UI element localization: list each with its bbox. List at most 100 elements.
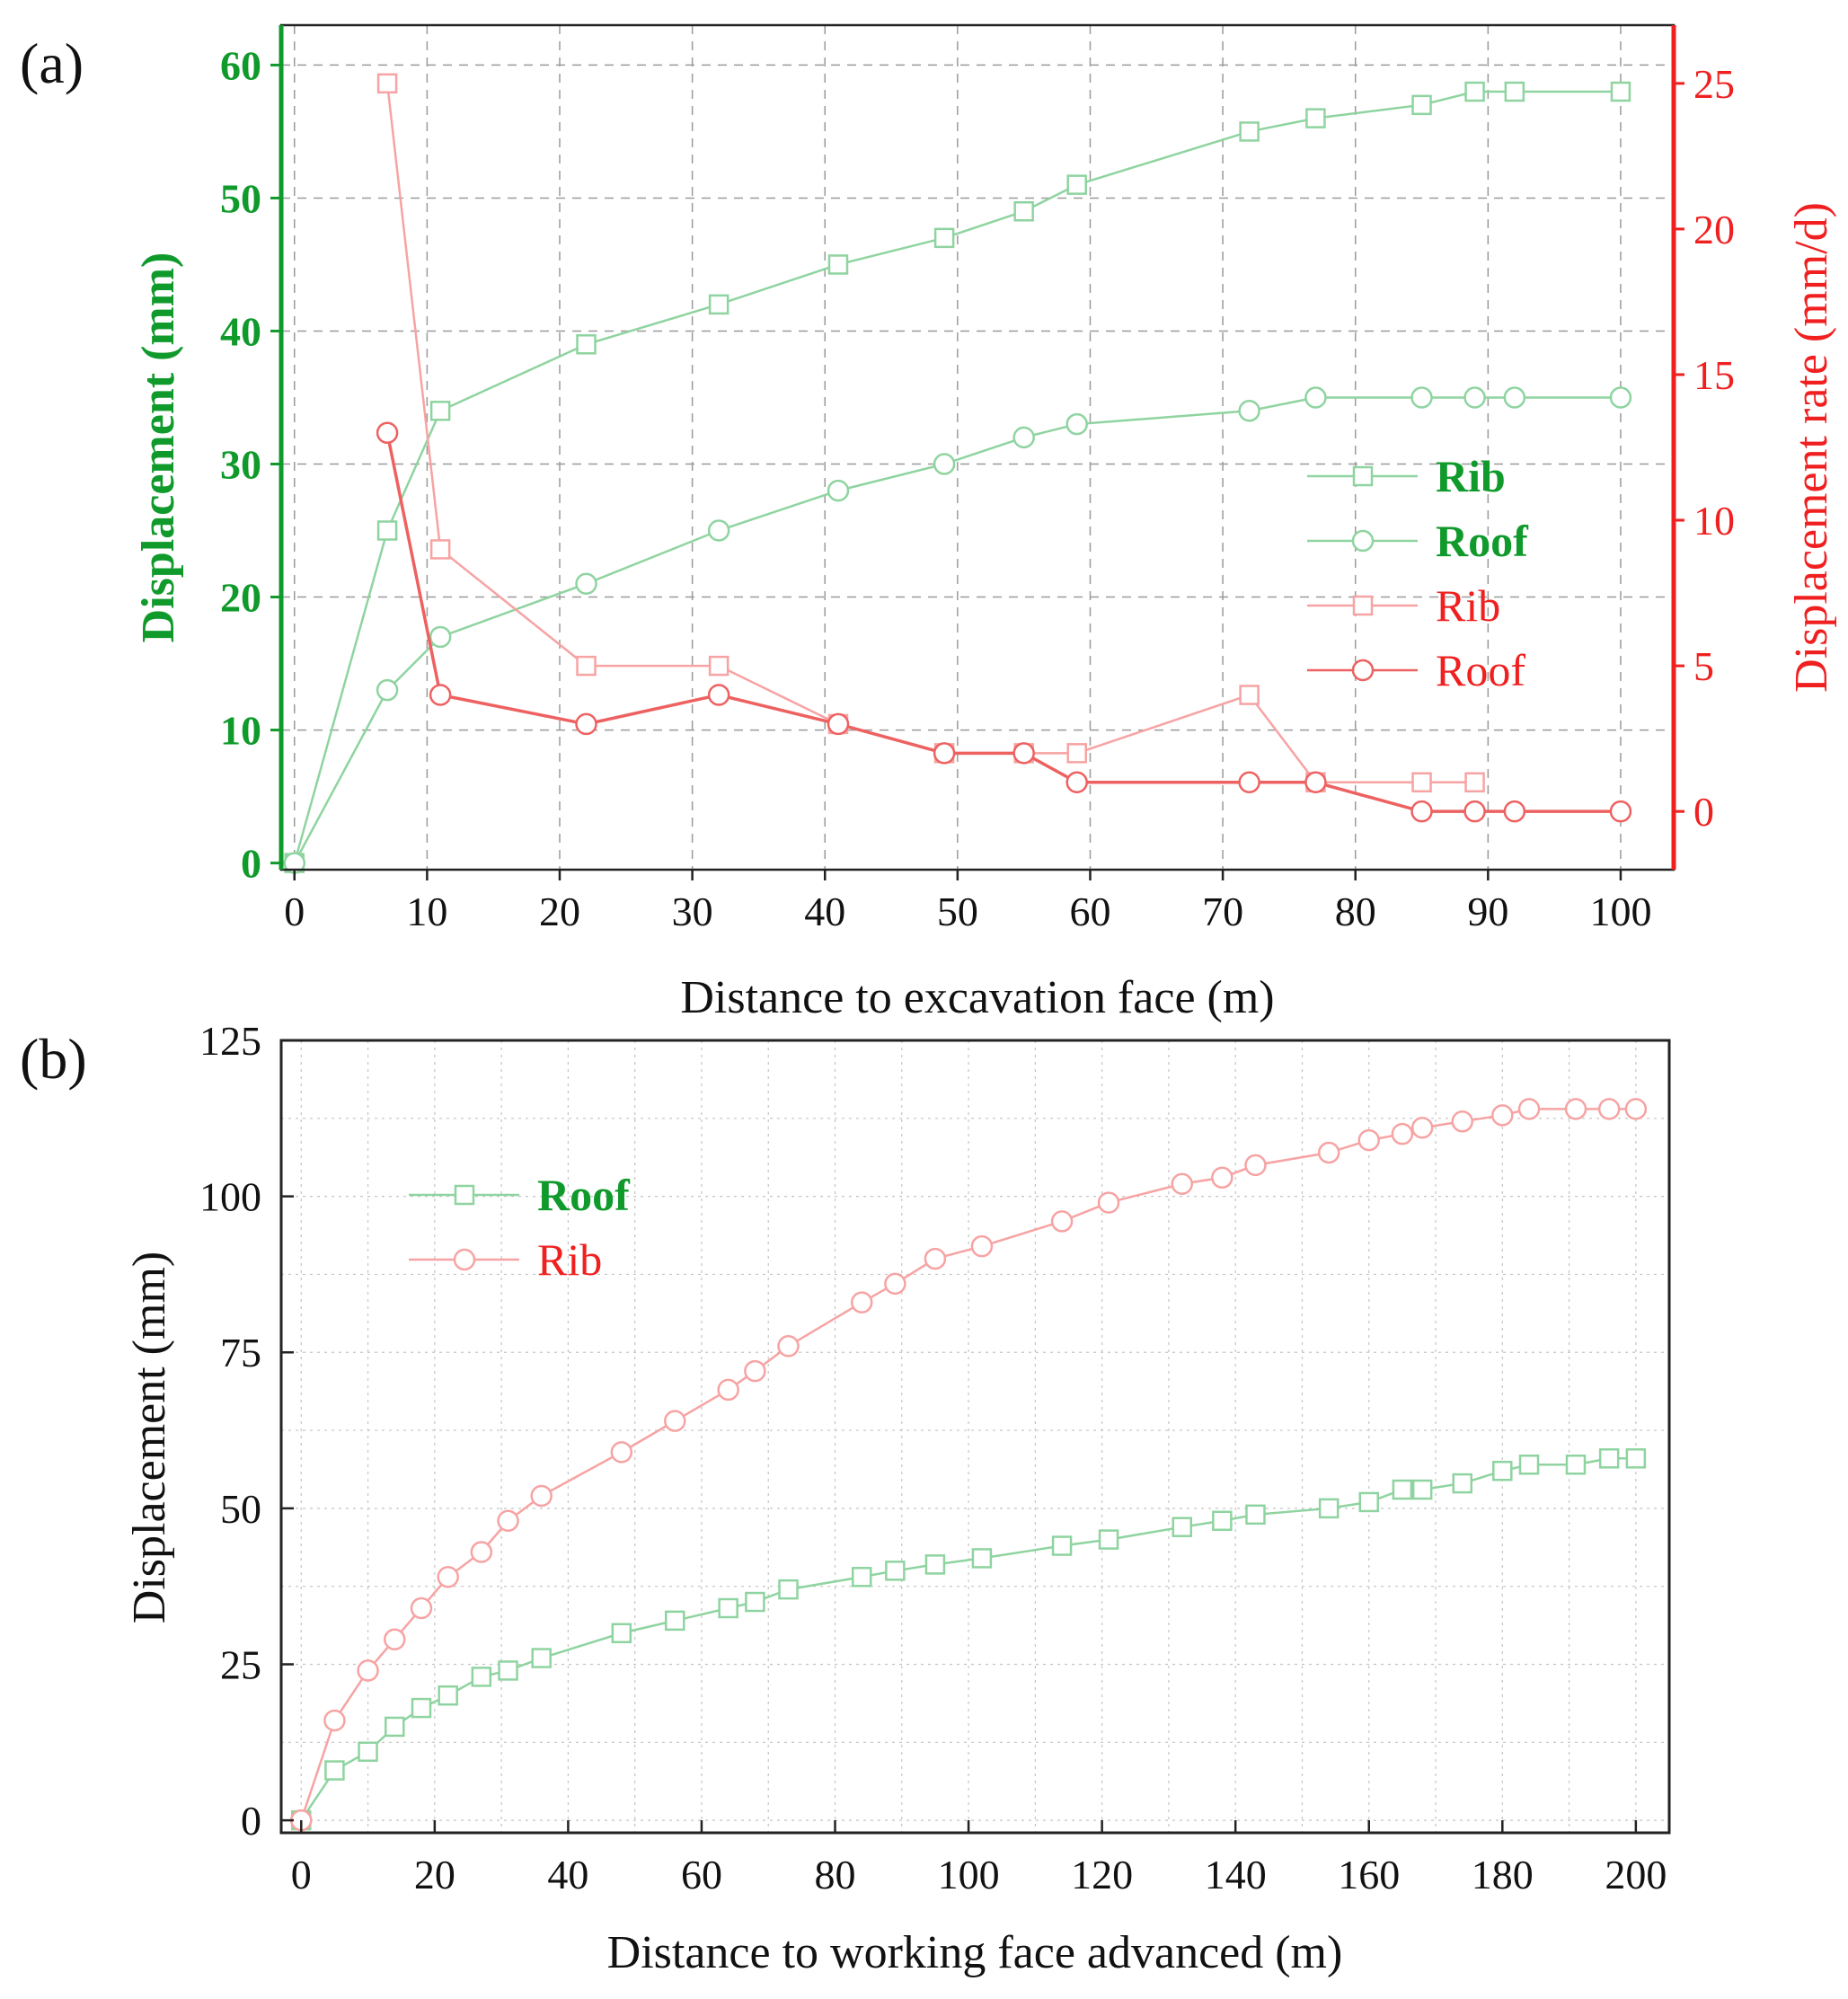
chart-a-y-tick-label: 40: [220, 308, 261, 354]
chart-b-point-1: [1097, 1191, 1120, 1214]
chart-a-point-3: [1410, 800, 1433, 823]
chart-a-point-0: [933, 227, 955, 249]
chart-b-y-tick-label: 0: [241, 1798, 261, 1844]
chart-a-x-axis-label: Distance to excavation face (m): [680, 972, 1274, 1023]
chart-b-point-1: [497, 1509, 519, 1533]
chart-b-point-0: [924, 1554, 946, 1575]
chart-b-point-1: [663, 1410, 686, 1432]
chart-a-point-3: [707, 684, 730, 706]
chart-a-point-3: [1609, 800, 1632, 823]
chart-a-point-0: [429, 401, 451, 421]
chart-a-y2-tick-label: 20: [1693, 207, 1735, 252]
chart-a-point-1: [429, 625, 452, 649]
chart-b-point-1: [323, 1709, 346, 1732]
chart-b-point-0: [1492, 1460, 1513, 1482]
chart-a-y-tick-label: 30: [220, 442, 261, 488]
chart-a-legend-marker-3: [1351, 659, 1375, 682]
chart-a-legend-marker-2: [1352, 595, 1374, 616]
chart-b-x-tick-label: 180: [1472, 1852, 1534, 1897]
chart-b-point-0: [438, 1685, 458, 1706]
chart-b-point-0: [851, 1567, 872, 1588]
chart-b-point-0: [1172, 1517, 1193, 1537]
chart-a-x-tick-label: 30: [672, 889, 713, 934]
chart-b-point-0: [1452, 1473, 1472, 1494]
chart-a-displacement-vs-excavation-distance: 0 10 20 30 40 50 60 70 80 90 100 0 10 20 30 40 50 60 0 5 10 1…: [133, 23, 1837, 1023]
chart-b-x-tick-label: 160: [1338, 1852, 1400, 1897]
chart-a-point-3: [1463, 800, 1486, 823]
chart-b-point-1: [1391, 1122, 1414, 1145]
chart-a-point-3: [1304, 771, 1327, 794]
chart-b-point-0: [1212, 1510, 1233, 1532]
chart-b-y-tick-label: 50: [220, 1486, 261, 1532]
chart-a-y2-tick-label: 10: [1693, 498, 1735, 544]
chart-a-point-3: [1065, 771, 1088, 794]
chart-a-point-3: [376, 421, 399, 445]
chart-a-x-tick-label: 0: [284, 889, 305, 934]
chart-a-point-3: [575, 712, 597, 736]
chart-b-point-1: [1517, 1098, 1541, 1120]
chart-a-y-tick-label: 10: [220, 708, 261, 754]
panel-a-label: (a): [20, 31, 84, 95]
chart-b-x-tick-label: 60: [681, 1852, 722, 1897]
chart-a-plot-frame: [279, 23, 1676, 871]
chart-b-x-tick-label: 0: [291, 1852, 312, 1897]
chart-a-point-0: [827, 254, 849, 275]
chart-a-point-3: [429, 684, 452, 706]
chart-a-point-3: [1503, 800, 1526, 823]
chart-a-y-axis-label: Displacement (mm): [133, 252, 184, 643]
chart-b-point-0: [385, 1716, 405, 1738]
chart-a-x-tick-label: 100: [1589, 889, 1651, 934]
chart-b-displacement-vs-working-face-distance: 0 20 40 60 80 100 120 140 160 180 200 0 25 50 75 100 125…: [124, 1018, 1671, 1978]
chart-b-point-0: [1098, 1529, 1119, 1550]
chart-a-tick-layer: 0 10 20 30 40 50 60 70 80 90 100 0 10 20 30 40 50 60 0 5 10 1…: [220, 42, 1735, 934]
chart-a-point-1: [707, 519, 730, 542]
chart-b-point-1: [970, 1234, 994, 1258]
chart-a-point-1: [827, 479, 850, 502]
chart-b-point-0: [718, 1597, 738, 1619]
chart-a-point-0: [708, 294, 729, 315]
chart-a-legend-label-3: Roof: [1436, 645, 1525, 695]
chart-b-point-1: [1597, 1098, 1621, 1120]
chart-b-point-1: [1624, 1098, 1648, 1120]
chart-a-point-1: [575, 572, 597, 595]
chart-a-y-tick-label: 60: [220, 42, 261, 88]
chart-b-point-1: [1050, 1210, 1074, 1233]
chart-a-point-1: [376, 678, 399, 702]
chart-b-point-1: [744, 1359, 766, 1383]
chart-b-point-1: [1357, 1128, 1380, 1152]
chart-a-y-tick-label: 20: [220, 575, 261, 621]
chart-b-point-1: [437, 1566, 459, 1588]
chart-a-series-layer: [283, 73, 1632, 874]
chart-a-y2-tick-label: 5: [1693, 643, 1714, 689]
chart-a-gridlines: [281, 25, 1674, 870]
chart-b-point-1: [1244, 1154, 1267, 1177]
chart-a-point-2: [1411, 772, 1432, 793]
chart-a-point-2: [1066, 743, 1087, 764]
chart-a-legend-marker-1: [1351, 529, 1375, 553]
chart-b-point-0: [1392, 1479, 1413, 1500]
chart-a-legend-label-2: Rib: [1436, 580, 1500, 631]
chart-b-point-0: [1598, 1448, 1620, 1469]
chart-b-point-0: [324, 1760, 345, 1781]
chart-a-point-1: [1463, 386, 1486, 409]
chart-a-point-1: [1238, 400, 1260, 422]
chart-a-point-1: [1304, 386, 1327, 409]
chart-b-point-1: [530, 1484, 553, 1508]
chart-b-point-1: [1491, 1104, 1514, 1127]
chart-a-point-2: [708, 655, 729, 677]
chart-a-point-3: [1238, 771, 1260, 794]
chart-a-point-2: [1239, 685, 1260, 705]
chart-a-legend: Rib Roof Rib Roof: [1307, 451, 1529, 695]
chart-b-point-1: [850, 1291, 873, 1314]
chart-b-y-tick-label: 25: [220, 1641, 261, 1687]
chart-a-series-line-2: [385, 83, 1475, 784]
chart-b-point-1: [717, 1378, 739, 1402]
chart-a-x-tick-label: 20: [539, 889, 580, 934]
chart-a-x-tick-label: 10: [406, 889, 447, 934]
chart-b-point-1: [1171, 1172, 1194, 1195]
chart-a-point-1: [1012, 426, 1035, 449]
chart-b-point-0: [778, 1579, 799, 1600]
chart-b-point-0: [1625, 1448, 1647, 1469]
chart-b-point-0: [358, 1741, 378, 1762]
